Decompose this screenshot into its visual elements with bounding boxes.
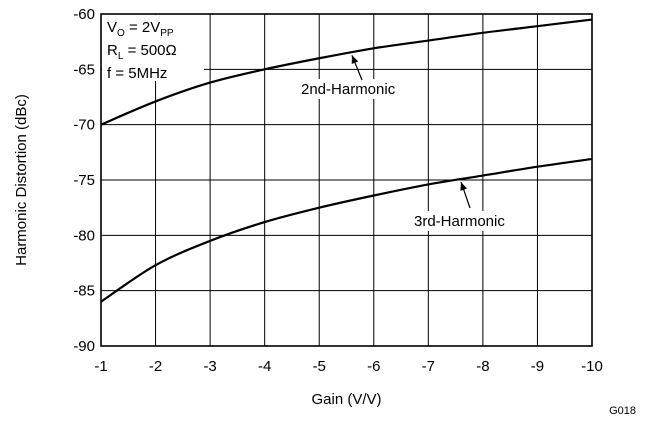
y-axis-label: Harmonic Distortion (dBc) xyxy=(13,94,30,266)
series-lines xyxy=(100,18,593,303)
x-tick-label: -7 xyxy=(422,358,435,375)
series-annotations: 2nd-Harmonic 3rd-Harmonic xyxy=(298,55,521,231)
conditions-background xyxy=(102,15,204,81)
x-tick-label: -6 xyxy=(367,358,380,375)
series-line-1 xyxy=(100,18,593,126)
conditions-box: VO = 2VPP RL = 500Ω f = 5MHz xyxy=(102,15,204,82)
x-tick-label: -2 xyxy=(149,358,162,375)
annotation-label-1: 2nd-Harmonic xyxy=(301,81,396,98)
y-tick-label: -80 xyxy=(73,227,95,244)
x-tick-label: -3 xyxy=(203,358,216,375)
series-line-2 xyxy=(100,157,593,303)
y-tick-label: -85 xyxy=(73,283,95,300)
y-tick-label: -65 xyxy=(73,61,95,78)
annotation-arrow-head xyxy=(351,55,359,65)
condition-vo: VO = 2VPP xyxy=(107,19,174,39)
annotation-arrow-head xyxy=(460,182,467,191)
y-tick-label: -60 xyxy=(73,6,95,23)
annotation-label-2: 3rd-Harmonic xyxy=(414,213,505,230)
condition-frequency: f = 5MHz xyxy=(107,65,167,82)
y-tick-label: -70 xyxy=(73,117,95,134)
figure-id: G018 xyxy=(609,405,636,417)
plot-frame xyxy=(100,13,593,347)
x-axis-label: Gain (V/V) xyxy=(311,391,381,408)
x-tick-labels: -1 -2 -3 -4 -5 -6 -7 -8 -9 -10 xyxy=(94,358,603,375)
x-tick-label: -4 xyxy=(258,358,271,375)
x-tick-label: -10 xyxy=(581,358,603,375)
y-tick-label: -90 xyxy=(73,338,95,355)
x-tick-label: -5 xyxy=(313,358,326,375)
annotation-background xyxy=(411,211,521,231)
condition-rl: RL = 500Ω xyxy=(107,42,177,62)
x-tick-label: -9 xyxy=(531,358,544,375)
x-tick-label: -1 xyxy=(94,358,107,375)
y-tick-label: -75 xyxy=(73,172,95,189)
annotation-background xyxy=(298,79,408,99)
x-tick-label: -8 xyxy=(476,358,489,375)
y-tick-labels: -60 -65 -70 -75 -80 -85 -90 xyxy=(73,6,95,355)
